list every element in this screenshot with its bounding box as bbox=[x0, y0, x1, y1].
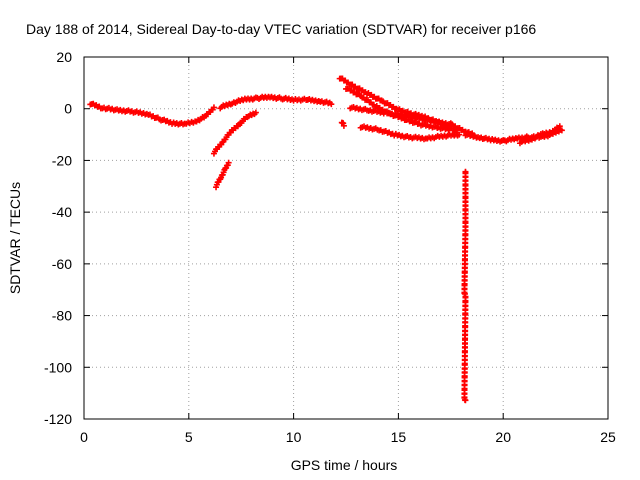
x-tick-label: 15 bbox=[391, 429, 407, 445]
x-tick-label: 0 bbox=[80, 429, 88, 445]
y-axis-label: SDTVAR / TECUs bbox=[7, 182, 23, 294]
data-point bbox=[210, 104, 217, 111]
series-outliers bbox=[461, 168, 469, 404]
data-point bbox=[340, 122, 347, 129]
x-tick-label: 10 bbox=[286, 429, 302, 445]
x-tick-label: 5 bbox=[185, 429, 193, 445]
series-track-9 bbox=[357, 123, 463, 143]
data-point bbox=[556, 123, 563, 130]
y-tick-label: -80 bbox=[52, 308, 72, 324]
plot-frame bbox=[83, 56, 609, 420]
y-tick-label: -20 bbox=[52, 152, 72, 168]
series-track-6 bbox=[338, 119, 347, 129]
chart-title: Day 188 of 2014, Sidereal Day-to-day VTE… bbox=[26, 21, 536, 37]
series-track-2 bbox=[217, 93, 335, 112]
data-point bbox=[462, 397, 469, 404]
x-tick-label: 20 bbox=[495, 429, 511, 445]
series-track-1 bbox=[87, 100, 217, 128]
x-tick-label: 25 bbox=[600, 429, 616, 445]
data-point bbox=[456, 131, 463, 138]
y-tick-label: 0 bbox=[64, 101, 72, 117]
data-point bbox=[558, 127, 565, 134]
y-tick-label: -60 bbox=[52, 256, 72, 272]
grid-layer bbox=[84, 57, 608, 419]
y-tick-label: -100 bbox=[44, 359, 72, 375]
data-point bbox=[225, 159, 232, 166]
series-track-3 bbox=[210, 109, 259, 157]
ticks-layer: 0 5 10 15 20 25 20 0 -20 -40 -60 -80 -100 -120 bbox=[44, 49, 616, 445]
data-point bbox=[252, 109, 259, 116]
y-tick-label: -120 bbox=[44, 411, 72, 427]
x-axis-label: GPS time / hours bbox=[291, 457, 398, 473]
y-tick-label: 20 bbox=[56, 49, 72, 65]
y-tick-label: -40 bbox=[52, 204, 72, 220]
data-point bbox=[328, 101, 335, 108]
marks-layer bbox=[87, 75, 565, 404]
series-track-4 bbox=[213, 159, 232, 191]
series-track-11 bbox=[516, 123, 563, 147]
